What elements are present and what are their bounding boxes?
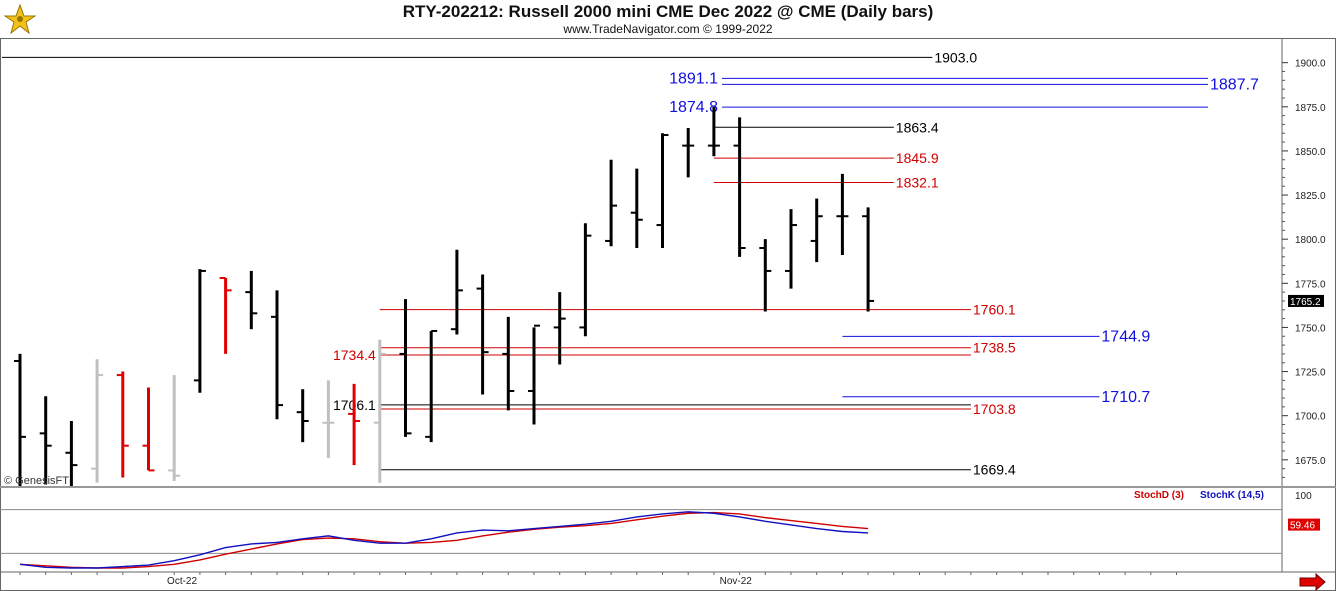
y-tick-label: 1800.0	[1295, 235, 1326, 246]
level-label: 1760.1	[973, 302, 1016, 318]
y-tick-label: 1850.0	[1295, 147, 1326, 158]
level-label: 1703.8	[973, 401, 1016, 417]
level-label: 1887.7	[1210, 76, 1259, 93]
y-tick-label: 1725.0	[1295, 368, 1326, 379]
ohlc-bars	[14, 106, 875, 486]
level-label: 1669.4	[973, 462, 1016, 478]
stoch-k-line	[19, 511, 869, 569]
level-label: 1845.9	[896, 150, 939, 166]
fib-levels: 1903.0 1891.1 1887.7 1874.8 1863.4 1845.9 1832…	[2, 49, 1259, 478]
x-tick-label: Nov-22	[720, 576, 753, 587]
chart-title: RTY-202212: Russell 2000 mini CME Dec 20…	[402, 2, 934, 21]
y-tick-label: 1825.0	[1295, 191, 1326, 202]
y-tick-label: 1675.0	[1295, 456, 1326, 467]
level-label: 1738.5	[973, 340, 1016, 356]
stoch-y-tick-label: 100	[1295, 491, 1312, 502]
last-price-tag	[1288, 294, 1324, 307]
level-label: 1710.7	[1101, 389, 1150, 406]
level-label: 1744.9	[1101, 328, 1150, 345]
y-tick-label: 1875.0	[1295, 103, 1326, 114]
y-tick-label: 1750.0	[1295, 323, 1326, 334]
stochastic-panel: StochD (3) StochK (14,5) 100 59.46	[19, 490, 1320, 569]
stoch-k-legend: StochK (14,5)	[1200, 490, 1264, 501]
chart-subtitle: www.TradeNavigator.com © 1999-2022	[563, 22, 773, 36]
genesis-logo-icon	[3, 3, 37, 35]
stoch-last-value-label: 59.46	[1290, 521, 1315, 532]
y-tick-label: 1700.0	[1295, 412, 1326, 423]
level-label: 1903.0	[934, 49, 977, 65]
level-label: 1832.1	[896, 175, 939, 191]
y-tick-label: 1900.0	[1295, 59, 1326, 70]
x-tick-label: Oct-22	[167, 576, 197, 587]
level-label: 1863.4	[896, 119, 939, 135]
price-y-axis: 1675.0 1700.0 1725.0 1750.0 1775.0 1800.0 1825…	[1282, 59, 1326, 478]
scroll-right-button[interactable]	[1299, 572, 1326, 591]
date-x-axis: Oct-22 Nov-22	[19, 572, 1177, 587]
stoch-last-value-tag	[1288, 518, 1320, 531]
level-label: 1734.4	[333, 347, 376, 363]
chart-header: RTY-202212: Russell 2000 mini CME Dec 20…	[0, 0, 1336, 40]
arrow-right-icon[interactable]	[1299, 572, 1326, 591]
stoch-d-legend: StochD (3)	[1134, 490, 1184, 501]
level-label: 1891.1	[669, 70, 718, 87]
y-tick-label: 1775.0	[1295, 279, 1326, 290]
stoch-d-line	[19, 511, 869, 569]
last-price-label: 1765.2	[1290, 297, 1321, 308]
level-label: 1874.8	[669, 99, 718, 116]
watermark-text: © GenesisFT	[4, 475, 69, 487]
